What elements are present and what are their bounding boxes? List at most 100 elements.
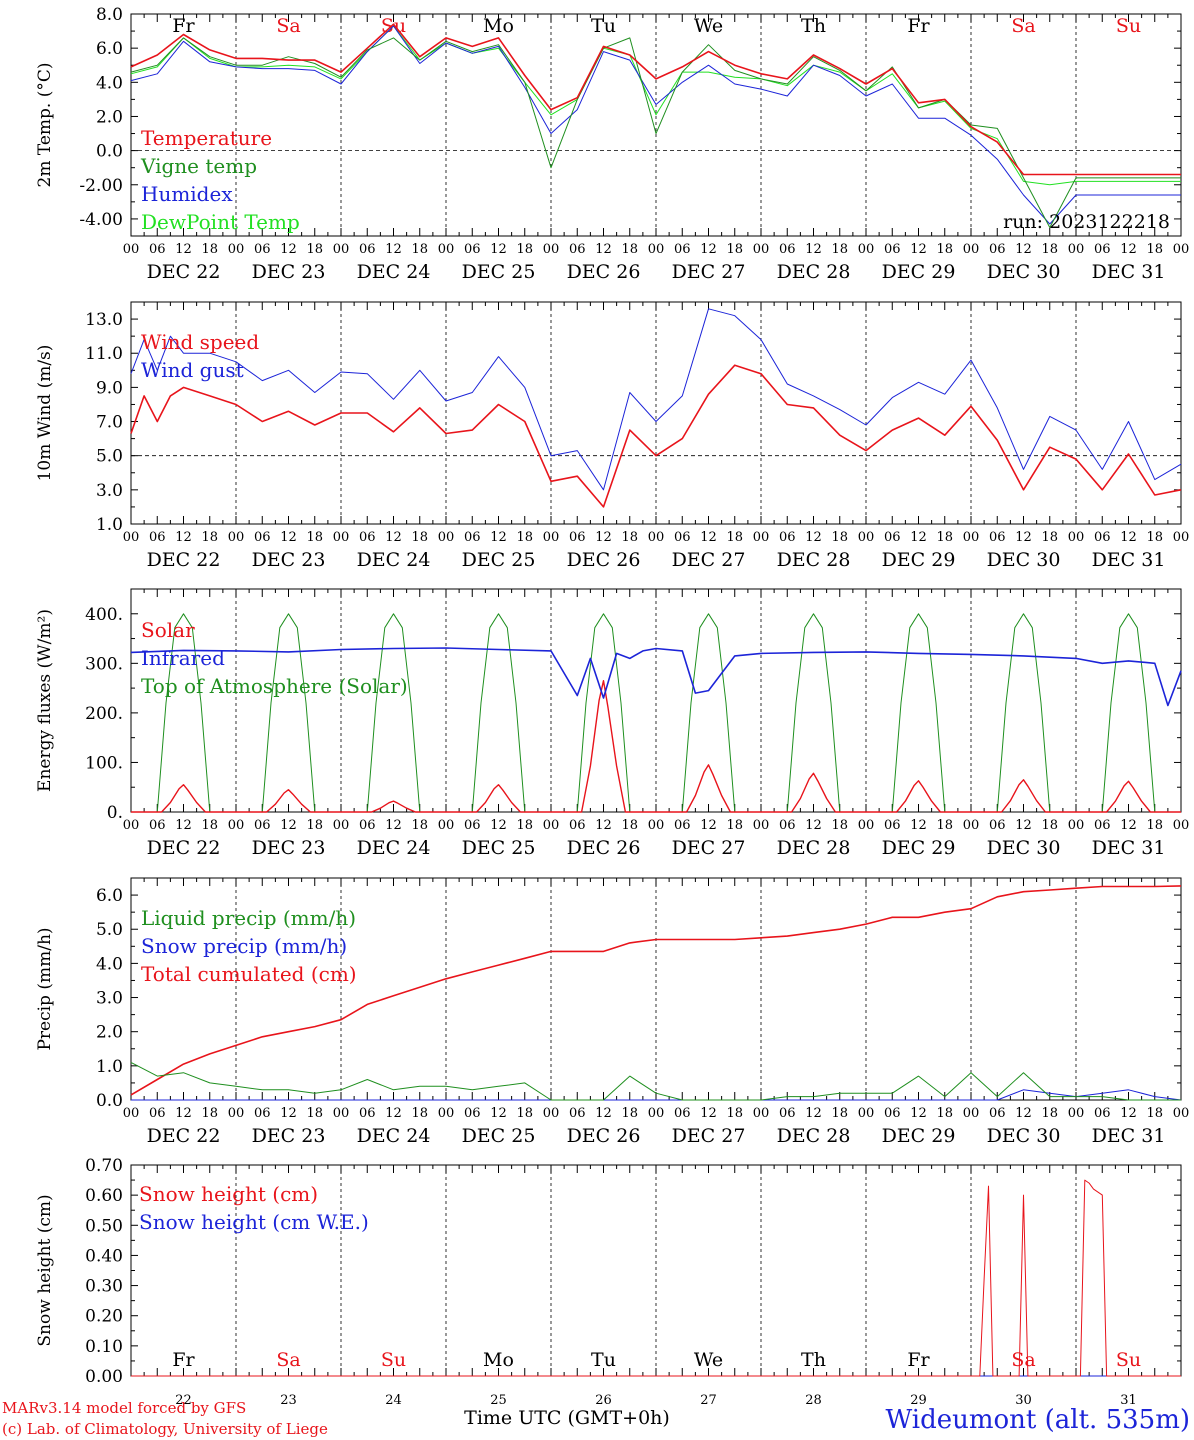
hour-tick-label: 06 <box>884 818 901 833</box>
panel-temp: 8.0 6.0 4.0 2.0 0.0 -2.00 -4.00 2m Temp. (°C) 00… <box>35 5 1189 283</box>
hour-tick-label: 00 <box>438 530 455 545</box>
legend-entry: Temperature <box>141 126 272 150</box>
hour-tick-label: 18 <box>621 530 638 545</box>
hour-tick-label: 06 <box>569 242 586 257</box>
hour-tick-label: 00 <box>963 242 980 257</box>
hour-tick-label: 00 <box>648 530 665 545</box>
hour-tick-label: 12 <box>910 1106 927 1121</box>
date-label: DEC 24 <box>357 1125 431 1147</box>
hour-tick-label: 12 <box>385 818 402 833</box>
y-tick-label: 200. <box>85 704 123 724</box>
hour-tick-label: 00 <box>228 1106 245 1121</box>
hour-tick-label: 18 <box>1146 1106 1163 1121</box>
day-name-label: Sa <box>1011 15 1035 37</box>
hour-tick-label: 06 <box>254 1106 271 1121</box>
hour-tick-label: 12 <box>700 530 717 545</box>
y-tick-label: 3.0 <box>96 989 123 1009</box>
date-label: DEC 26 <box>567 1125 641 1147</box>
date-label: DEC 27 <box>672 549 746 571</box>
hour-tick-label: 18 <box>726 242 743 257</box>
hour-tick-label: 00 <box>858 530 875 545</box>
hour-tick-label: 18 <box>1041 242 1058 257</box>
hour-tick-label: 00 <box>753 1106 770 1121</box>
hour-tick-label: 00 <box>858 1106 875 1121</box>
hour-tick-label: 00 <box>228 242 245 257</box>
date-label: DEC 24 <box>357 261 431 283</box>
y-tick-label: 7.0 <box>96 413 123 433</box>
hour-tick-label: 00 <box>1173 818 1190 833</box>
day-name-label: Fr <box>172 15 195 37</box>
day-name-label: We <box>694 1349 723 1371</box>
y-tick-label: 9.0 <box>96 378 123 398</box>
date-label: DEC 28 <box>777 1125 851 1147</box>
y-tick-label: 4.0 <box>96 954 123 974</box>
y-tick-label: -4.00 <box>79 210 123 230</box>
date-label: DEC 30 <box>987 837 1061 859</box>
hour-tick-label: 12 <box>595 242 612 257</box>
hour-tick-label: 12 <box>1120 818 1137 833</box>
hour-tick-label: 06 <box>779 818 796 833</box>
hour-tick-label: 12 <box>1015 242 1032 257</box>
legend-entry: Top of Atmosphere (Solar) <box>141 674 408 698</box>
hour-tick-label: 12 <box>175 1106 192 1121</box>
hour-tick-label: 06 <box>1094 818 1111 833</box>
hour-tick-label: 00 <box>963 818 980 833</box>
day-number-label: 24 <box>385 1393 402 1408</box>
hour-tick-label: 00 <box>333 1106 350 1121</box>
date-label: DEC 29 <box>882 549 956 571</box>
hour-tick-label: 18 <box>411 818 428 833</box>
hour-tick-label: 12 <box>1120 530 1137 545</box>
hour-tick-label: 12 <box>490 818 507 833</box>
hour-tick-label: 06 <box>464 1106 481 1121</box>
date-label: DEC 27 <box>672 261 746 283</box>
y-tick-label: 0.0 <box>96 1091 123 1111</box>
hour-tick-label: 12 <box>700 818 717 833</box>
hour-tick-label: 06 <box>674 530 691 545</box>
hour-tick-label: 18 <box>1041 530 1058 545</box>
hour-tick-label: 18 <box>936 530 953 545</box>
hour-tick-label: 18 <box>201 1106 218 1121</box>
hour-tick-label: 18 <box>1041 818 1058 833</box>
legend-entry: Infrared <box>141 646 225 670</box>
hour-tick-label: 18 <box>726 1106 743 1121</box>
date-label: DEC 29 <box>882 1125 956 1147</box>
series-solar <box>131 680 1181 813</box>
day-name-label: Fr <box>907 1349 930 1371</box>
x-axis-title: Time UTC (GMT+0h) <box>464 1407 670 1429</box>
day-name-label: Tu <box>591 15 616 37</box>
legend-entry: Wind speed <box>141 330 259 354</box>
y-tick-label: 2.0 <box>96 1023 123 1043</box>
series-vigne-temp <box>130 37 1181 228</box>
hour-tick-label: 18 <box>411 242 428 257</box>
station-label: Wideumont (alt. 535m) <box>886 1405 1190 1435</box>
y-tick-label: 8.0 <box>96 5 123 25</box>
hour-tick-label: 06 <box>1094 530 1111 545</box>
hour-tick-label: 06 <box>569 530 586 545</box>
hour-tick-label: 12 <box>595 818 612 833</box>
date-label: DEC 26 <box>567 837 641 859</box>
y-tick-label: 0.10 <box>85 1337 123 1357</box>
hour-tick-label: 12 <box>175 530 192 545</box>
hour-tick-label: 12 <box>910 530 927 545</box>
hour-tick-label: 00 <box>333 242 350 257</box>
hour-tick-label: 18 <box>516 530 533 545</box>
run-label: run: 2023122218 <box>1003 211 1170 233</box>
date-label: DEC 22 <box>147 549 221 571</box>
hour-tick-label: 18 <box>411 530 428 545</box>
hour-tick-label: 12 <box>280 1106 297 1121</box>
y-tick-label: 2.0 <box>96 107 123 127</box>
hour-tick-label: 12 <box>1120 1106 1137 1121</box>
date-label: DEC 27 <box>672 837 746 859</box>
hour-tick-label: 00 <box>858 818 875 833</box>
day-name-label: Sa <box>276 15 300 37</box>
panel-snow: 0.70 0.60 0.50 0.40 0.30 0.20 0.10 0.00 Snow hei… <box>35 1156 1182 1408</box>
day-number-label: 25 <box>490 1393 507 1408</box>
date-label: DEC 30 <box>987 261 1061 283</box>
hour-tick-label: 06 <box>464 818 481 833</box>
date-label: DEC 26 <box>567 261 641 283</box>
hour-tick-label: 06 <box>779 1106 796 1121</box>
hour-tick-label: 06 <box>989 818 1006 833</box>
hour-tick-label: 12 <box>385 242 402 257</box>
y-tick-label: 1.0 <box>96 1057 123 1077</box>
hour-tick-label: 00 <box>123 242 140 257</box>
